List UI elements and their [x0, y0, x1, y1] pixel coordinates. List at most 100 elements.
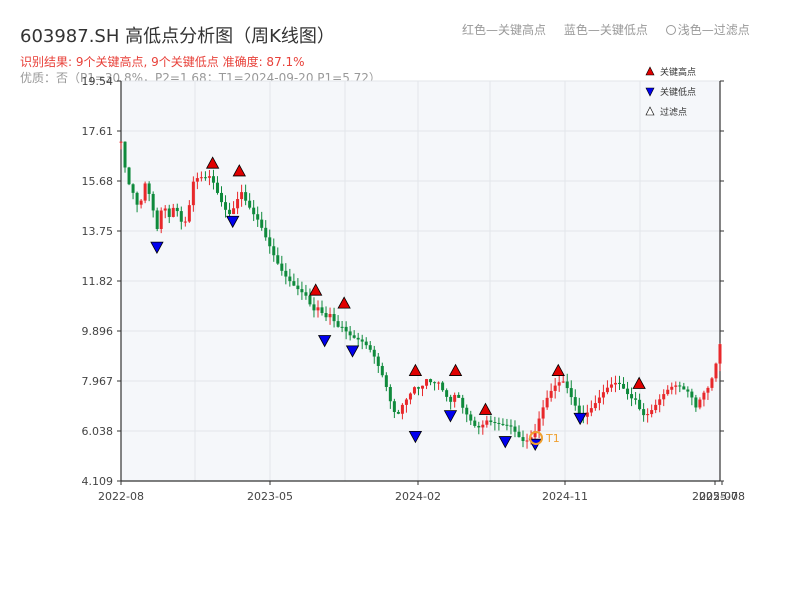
candle — [513, 426, 517, 432]
y-tick-label: 11.82 — [82, 275, 114, 288]
candle — [272, 246, 276, 256]
candle — [449, 396, 453, 402]
candle — [384, 375, 388, 387]
candle — [517, 431, 521, 438]
candle — [573, 397, 577, 406]
candle — [477, 425, 481, 428]
candle — [248, 200, 252, 208]
candle — [638, 399, 642, 410]
candle — [360, 339, 364, 342]
x-tick-label: 2023-05 — [247, 490, 293, 503]
candle — [336, 321, 340, 327]
candle — [537, 418, 541, 432]
candle — [400, 404, 404, 414]
x-tick-label: 2024-02 — [395, 490, 441, 503]
candle — [489, 420, 493, 423]
candle — [312, 304, 316, 311]
recognition-result: 识别结果: 9个关键高点, 9个关键低点 准确度: 87.1% — [20, 55, 305, 69]
candle — [368, 345, 372, 350]
candle — [678, 385, 682, 387]
candle — [260, 219, 264, 228]
candle — [545, 397, 549, 408]
candle — [155, 210, 159, 229]
legend-blue-low: 蓝色—关键低点 — [563, 23, 648, 37]
candle — [139, 200, 143, 205]
candle — [561, 381, 565, 383]
legend-red-high: 红色—关键高点 — [462, 23, 547, 37]
candle — [505, 424, 509, 426]
candle — [609, 384, 613, 388]
candle — [630, 394, 634, 399]
candle — [457, 394, 461, 398]
candle — [569, 388, 573, 398]
legend-light-filtered: 浅色—过滤点 — [665, 23, 750, 37]
candle — [605, 387, 609, 393]
candle — [453, 394, 457, 402]
candle — [597, 397, 601, 404]
candle — [195, 178, 199, 182]
candle — [244, 192, 248, 201]
candle — [308, 295, 312, 305]
key-low-marker — [573, 412, 587, 426]
candle — [340, 326, 344, 328]
candle — [473, 420, 477, 426]
candle — [650, 410, 654, 415]
candle — [252, 207, 256, 215]
candle — [557, 382, 561, 386]
candle — [256, 214, 260, 220]
candle — [127, 167, 131, 185]
candle — [481, 424, 485, 428]
key-high-marker — [632, 376, 646, 389]
legend-marker-icon — [645, 87, 655, 97]
candle — [493, 422, 497, 424]
candle — [388, 386, 392, 402]
candle — [690, 391, 694, 398]
key-high-marker — [408, 363, 423, 376]
t1-label: T1 — [545, 432, 560, 445]
candle — [304, 292, 308, 296]
circle-icon — [665, 25, 676, 35]
candle — [183, 221, 187, 223]
candle — [163, 208, 167, 211]
candle — [634, 398, 638, 400]
candle — [622, 383, 626, 389]
candle — [642, 409, 646, 416]
candle — [171, 207, 175, 217]
candle — [589, 408, 593, 413]
candle — [280, 263, 284, 271]
candle — [300, 289, 304, 293]
candle — [682, 386, 686, 390]
candle — [694, 397, 698, 408]
candle — [296, 285, 300, 290]
candle — [646, 414, 650, 416]
candle — [654, 404, 658, 411]
candle — [191, 181, 195, 206]
candle — [352, 335, 356, 338]
candle — [698, 399, 702, 408]
candle — [396, 411, 400, 414]
candle — [147, 183, 151, 194]
y-tick-label: 13.75 — [82, 225, 114, 238]
candle — [408, 393, 412, 400]
candle — [593, 403, 597, 409]
candle — [380, 365, 384, 376]
candle — [461, 397, 465, 408]
candle — [288, 276, 292, 282]
candle — [207, 176, 211, 178]
candle — [521, 437, 525, 442]
candle — [533, 431, 537, 438]
candle — [509, 425, 513, 427]
candle — [585, 412, 589, 417]
candle — [577, 405, 581, 414]
candle — [356, 337, 360, 340]
key-low-marker — [498, 436, 512, 449]
candle — [441, 382, 445, 391]
key-high-marker — [478, 402, 493, 415]
legend-marker-icon — [645, 106, 655, 116]
candle — [412, 387, 416, 394]
key-low-marker — [345, 345, 360, 358]
candle — [501, 423, 505, 425]
candle — [179, 211, 183, 222]
candle — [215, 182, 219, 193]
candle — [392, 401, 396, 412]
